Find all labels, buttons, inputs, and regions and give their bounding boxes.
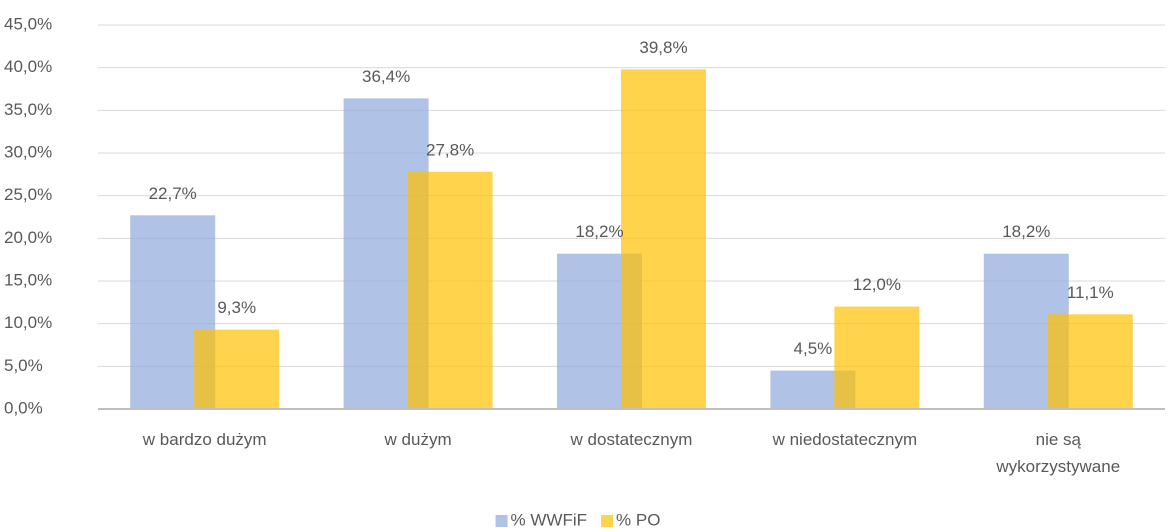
bar — [621, 69, 706, 409]
legend-label: % PO — [616, 510, 660, 529]
bar — [834, 306, 920, 409]
data-label: 4,5% — [794, 339, 833, 358]
data-label: 27,8% — [426, 140, 474, 159]
x-tick-label: w dostatecznym — [570, 430, 693, 449]
legend-swatch — [601, 515, 614, 527]
bar — [194, 329, 280, 409]
y-tick-label: 10,0% — [4, 313, 52, 332]
data-label: 9,3% — [217, 298, 256, 317]
y-tick-label: 45,0% — [4, 14, 52, 33]
y-tick-label: 40,0% — [4, 57, 52, 76]
y-tick-label: 25,0% — [4, 185, 52, 204]
y-tick-label: 35,0% — [4, 100, 52, 119]
data-label: 36,4% — [362, 67, 410, 86]
y-tick-label: 5,0% — [4, 356, 43, 375]
legend-swatch — [495, 515, 508, 527]
bar — [407, 171, 493, 409]
y-tick-label: 30,0% — [4, 142, 52, 161]
y-tick-label: 15,0% — [4, 270, 52, 289]
y-tick-label: 0,0% — [4, 398, 43, 417]
data-label: 39,8% — [639, 38, 687, 57]
data-label: 18,2% — [1002, 222, 1050, 241]
data-label: 12,0% — [853, 275, 901, 294]
data-label: 18,2% — [575, 222, 623, 241]
x-tick-label: w bardzo dużym — [142, 430, 267, 449]
x-tick-label: w dużym — [384, 430, 452, 449]
y-tick-label: 20,0% — [4, 228, 52, 247]
legend-label: % WWFiF — [511, 510, 587, 529]
x-tick-label: nie są wykorzystywane — [996, 430, 1121, 476]
data-label: 22,7% — [149, 184, 197, 203]
bar — [1047, 314, 1133, 409]
x-tick-label: w niedostatecznym — [772, 430, 918, 449]
data-label: 11,1% — [1067, 283, 1114, 302]
